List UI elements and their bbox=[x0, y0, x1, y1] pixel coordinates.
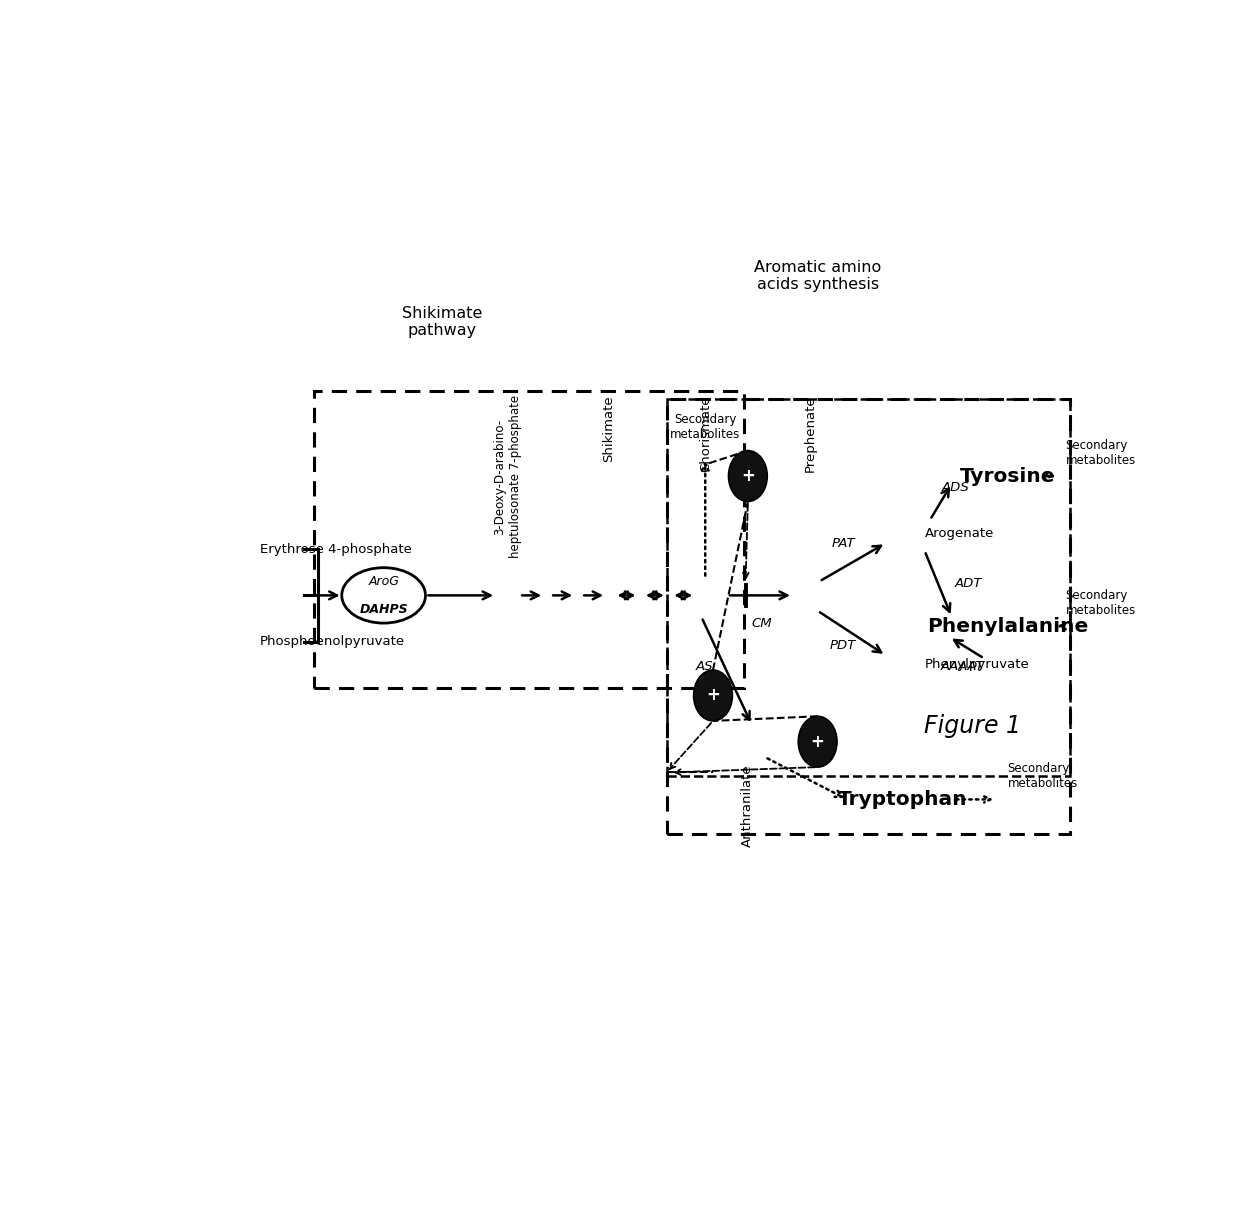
Text: Shikimate: Shikimate bbox=[601, 395, 615, 461]
Ellipse shape bbox=[693, 670, 733, 721]
Text: AroG: AroG bbox=[368, 575, 399, 588]
Ellipse shape bbox=[799, 717, 837, 767]
Text: Secondary
metabolites: Secondary metabolites bbox=[1007, 762, 1078, 790]
Text: Arogenate: Arogenate bbox=[925, 528, 994, 540]
Text: AS: AS bbox=[696, 660, 713, 674]
Text: Prephenate: Prephenate bbox=[804, 395, 816, 472]
Text: AAAAT: AAAAT bbox=[941, 660, 985, 674]
Text: +: + bbox=[706, 686, 720, 704]
Text: Shikimate
pathway: Shikimate pathway bbox=[402, 306, 482, 339]
Text: CM: CM bbox=[751, 617, 771, 629]
Text: DAHPS: DAHPS bbox=[360, 602, 408, 616]
Text: Phosphoenolpyruvate: Phosphoenolpyruvate bbox=[259, 636, 404, 648]
Text: Tryptophan: Tryptophan bbox=[838, 790, 967, 809]
Text: Phenylpyruvate: Phenylpyruvate bbox=[925, 658, 1029, 671]
Text: PAT: PAT bbox=[831, 536, 856, 550]
Text: ADS: ADS bbox=[941, 481, 970, 494]
Text: Erythrose 4-phosphate: Erythrose 4-phosphate bbox=[259, 542, 412, 556]
Text: +: + bbox=[742, 467, 755, 485]
Text: Chorismate: Chorismate bbox=[699, 395, 712, 471]
Text: +: + bbox=[811, 733, 825, 751]
Text: Secondary
metabolites: Secondary metabolites bbox=[670, 413, 740, 442]
Text: ADT: ADT bbox=[955, 578, 982, 590]
Text: Aromatic amino
acids synthesis: Aromatic amino acids synthesis bbox=[754, 260, 882, 292]
Text: PDT: PDT bbox=[830, 639, 857, 652]
Ellipse shape bbox=[729, 450, 768, 502]
Text: Figure 1: Figure 1 bbox=[924, 714, 1021, 739]
Text: 3-Deoxy-D-arabino-
heptulosonate 7-phosphate: 3-Deoxy-D-arabino- heptulosonate 7-phosp… bbox=[494, 395, 522, 558]
Text: Secondary
metabolites: Secondary metabolites bbox=[1065, 589, 1136, 617]
Text: Tyrosine: Tyrosine bbox=[960, 466, 1055, 486]
Text: Anthranilate: Anthranilate bbox=[742, 764, 754, 848]
Text: Secondary
metabolites: Secondary metabolites bbox=[1065, 439, 1136, 466]
Text: Phenylalanine: Phenylalanine bbox=[926, 617, 1089, 636]
